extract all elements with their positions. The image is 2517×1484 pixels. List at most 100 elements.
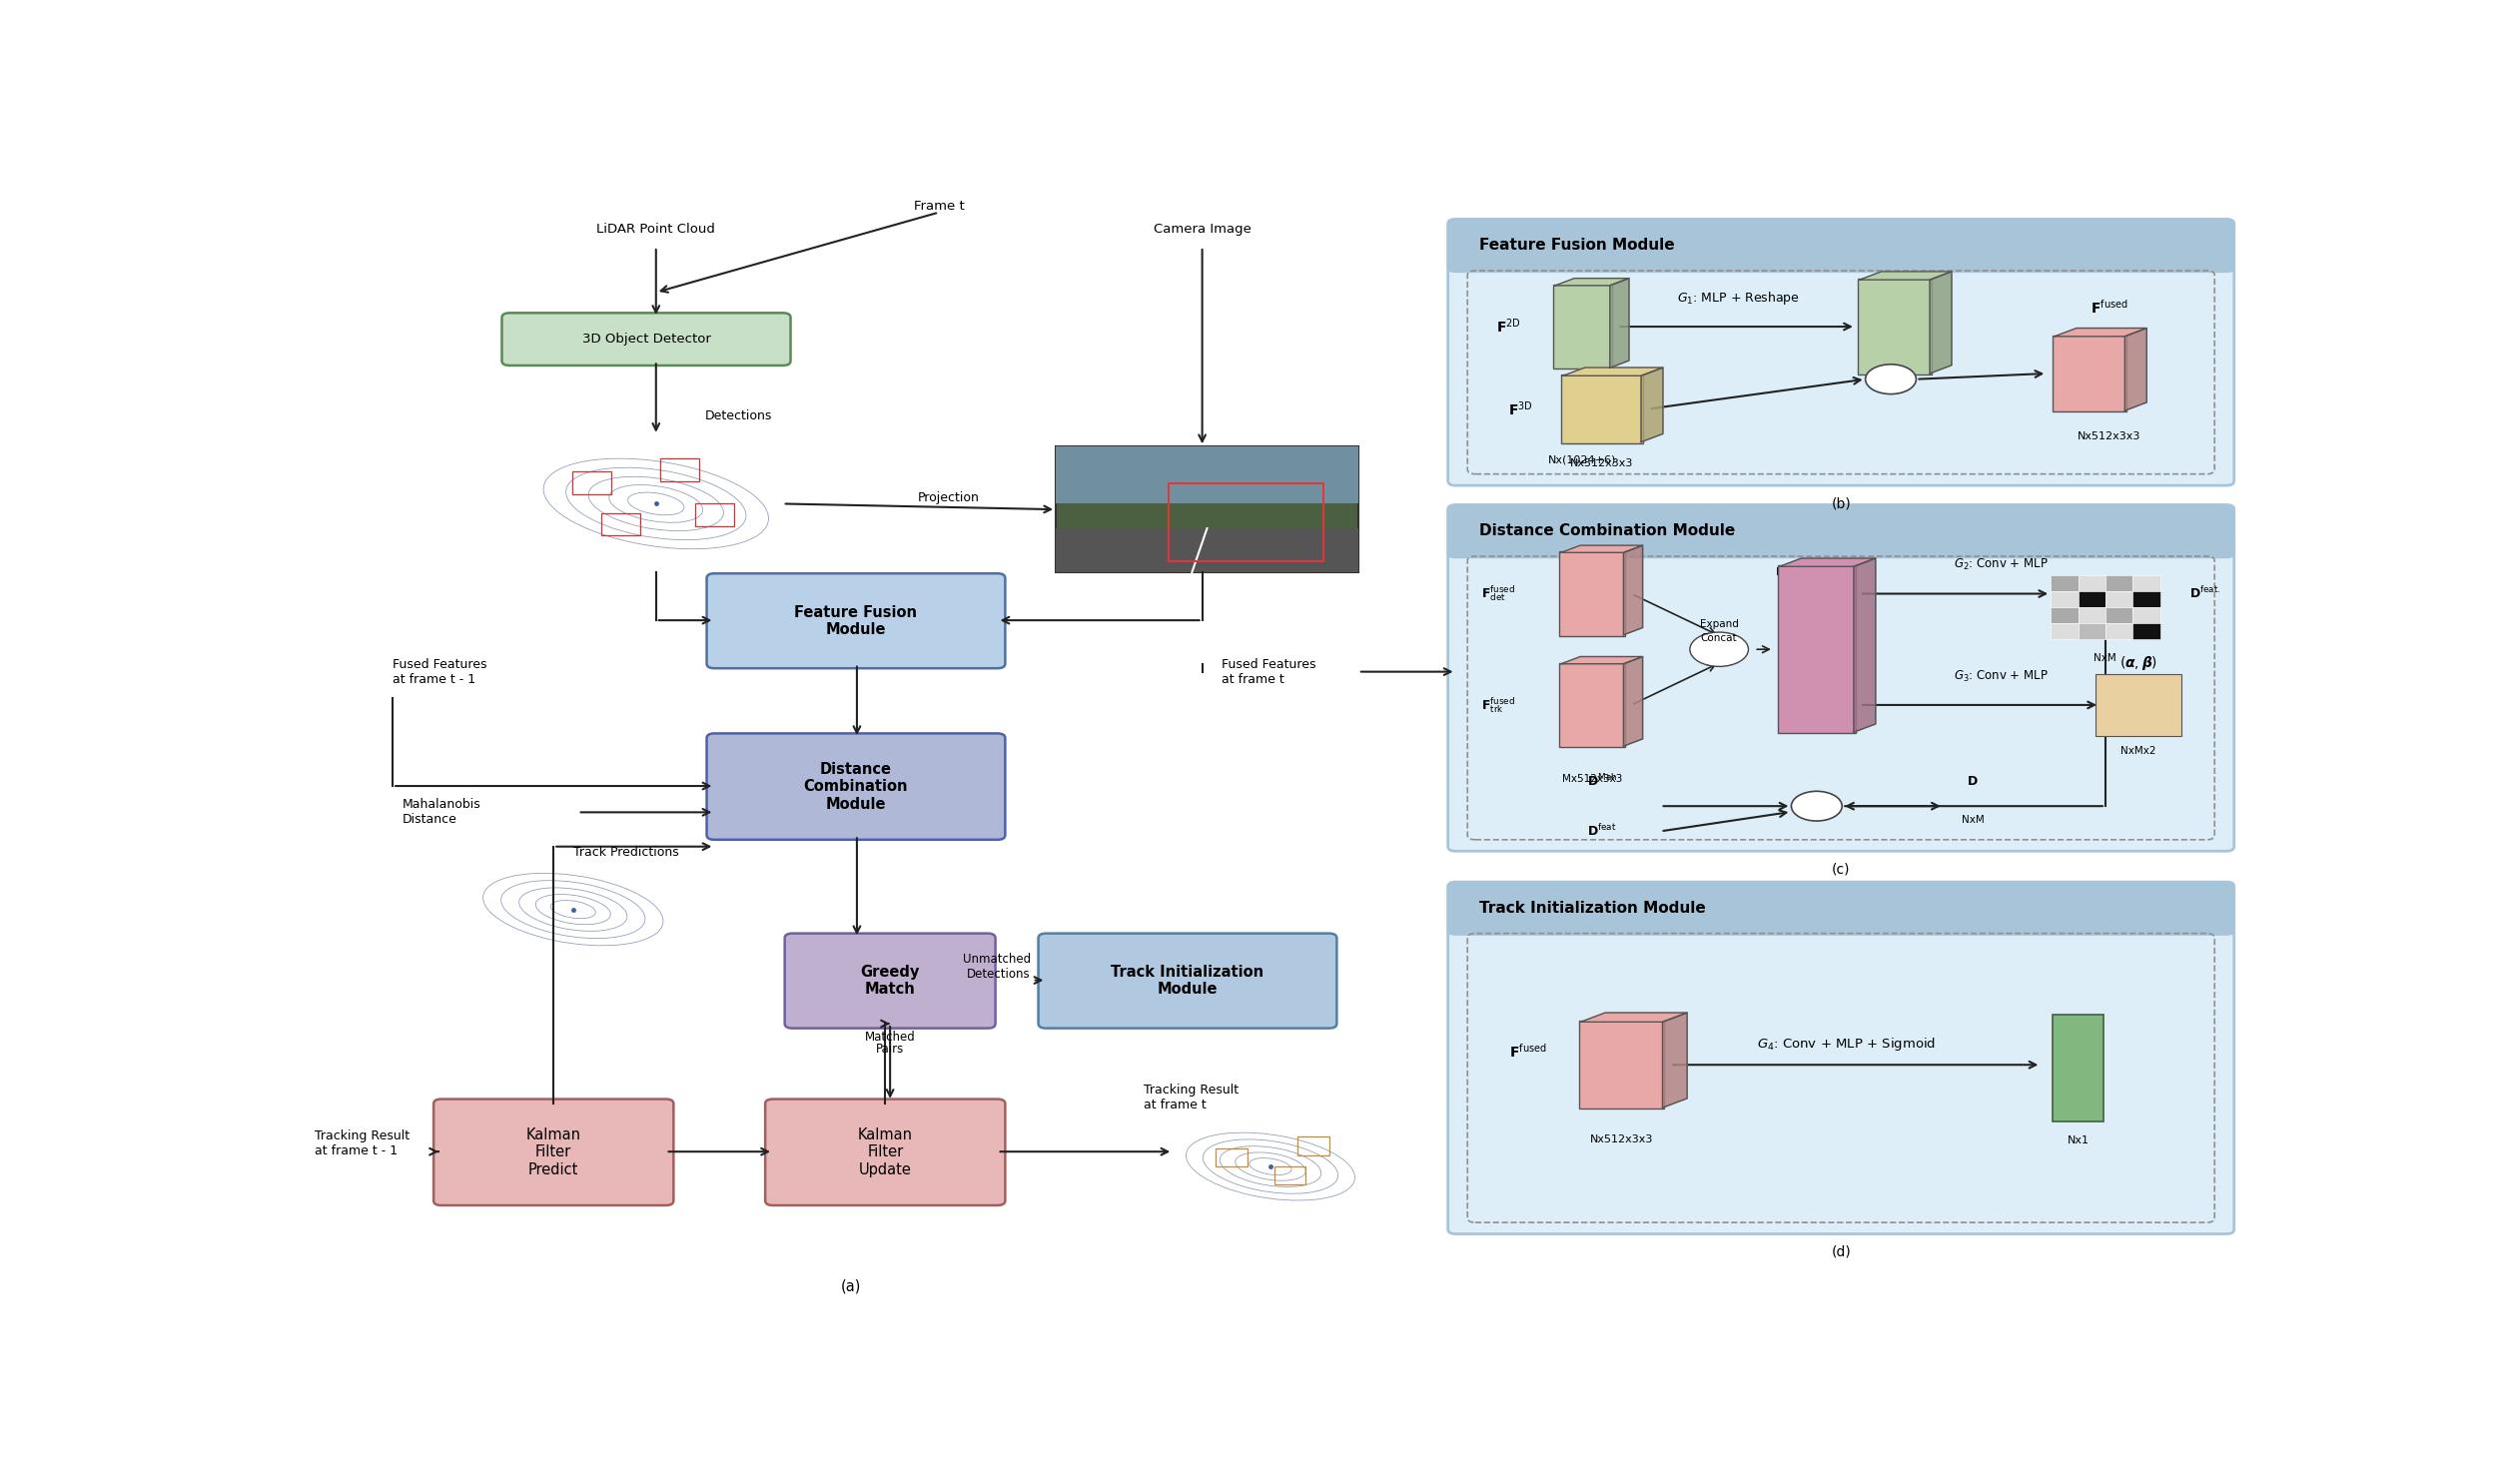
Text: $\mathbf{F}_{\mathrm{trk}}^{\mathrm{fused}}$: $\mathbf{F}_{\mathrm{trk}}^{\mathrm{fuse…	[1483, 695, 1515, 715]
Polygon shape	[1931, 272, 1951, 374]
Text: $\mathbf{D}$: $\mathbf{D}$	[1966, 775, 1978, 788]
Polygon shape	[1623, 546, 1644, 635]
Text: Tracking Result
at frame t: Tracking Result at frame t	[1143, 1083, 1238, 1112]
FancyBboxPatch shape	[433, 1100, 675, 1205]
Text: $\mathbf{F}^{\mathrm{fused}}$: $\mathbf{F}^{\mathrm{fused}}$	[1510, 1042, 1545, 1060]
Text: Kalman
Filter
Update: Kalman Filter Update	[858, 1128, 914, 1177]
Text: $\mathbf{F}^{\mathrm{2D}}$: $\mathbf{F}^{\mathrm{2D}}$	[1495, 318, 1520, 335]
FancyBboxPatch shape	[1553, 285, 1611, 370]
Text: $G_4$: Conv + MLP + Sigmoid: $G_4$: Conv + MLP + Sigmoid	[1757, 1036, 1936, 1052]
Bar	[2104, 592, 2132, 607]
Text: Pairs: Pairs	[876, 1042, 904, 1055]
Text: Feature Fusion Module: Feature Fusion Module	[1480, 237, 1674, 252]
Bar	[2132, 592, 2160, 607]
Bar	[2132, 576, 2160, 592]
FancyBboxPatch shape	[1558, 552, 1626, 637]
FancyBboxPatch shape	[501, 313, 790, 365]
FancyBboxPatch shape	[1447, 881, 2235, 935]
Text: Track Initialization Module: Track Initialization Module	[1480, 901, 1707, 916]
Text: Matched: Matched	[866, 1031, 916, 1043]
FancyBboxPatch shape	[1055, 447, 1359, 573]
Text: Nx512x3x3: Nx512x3x3	[1591, 1134, 1654, 1144]
FancyBboxPatch shape	[1447, 220, 2235, 272]
Polygon shape	[1556, 279, 1628, 285]
Bar	[2079, 607, 2104, 623]
Text: $\mathbf{F}_{\mathrm{det}}^{\mathrm{fused}}$: $\mathbf{F}_{\mathrm{det}}^{\mathrm{fuse…	[1483, 585, 1515, 604]
Ellipse shape	[1689, 632, 1749, 666]
Polygon shape	[1664, 1012, 1686, 1107]
Text: Projection: Projection	[919, 491, 979, 505]
Text: Nx512x3x3: Nx512x3x3	[2077, 432, 2142, 441]
Text: $G_3$: Conv + MLP: $G_3$: Conv + MLP	[1953, 669, 2049, 684]
Circle shape	[1792, 791, 1842, 821]
Bar	[2132, 607, 2160, 623]
FancyBboxPatch shape	[1055, 447, 1359, 503]
Text: Tracking Result
at frame t - 1: Tracking Result at frame t - 1	[315, 1129, 410, 1158]
Text: (a): (a)	[841, 1279, 861, 1294]
Text: LiDAR Point Cloud: LiDAR Point Cloud	[597, 223, 715, 236]
FancyBboxPatch shape	[1777, 565, 1855, 733]
Polygon shape	[1561, 656, 1644, 663]
Polygon shape	[1780, 558, 1875, 567]
Text: (d): (d)	[1832, 1245, 1850, 1260]
Polygon shape	[1563, 368, 1664, 375]
Text: NxMx1024x3x3: NxMx1024x3x3	[1777, 567, 1858, 577]
Text: +: +	[1810, 798, 1822, 813]
Bar	[2079, 592, 2104, 607]
Text: Nx512x3x3: Nx512x3x3	[1563, 567, 1621, 577]
Bar	[2051, 623, 2079, 640]
FancyBboxPatch shape	[1578, 1021, 1664, 1109]
FancyBboxPatch shape	[707, 573, 1004, 668]
Text: NxM: NxM	[2094, 653, 2117, 663]
Polygon shape	[1853, 558, 1875, 732]
Text: Expand: Expand	[1699, 619, 1739, 629]
FancyBboxPatch shape	[1561, 374, 1644, 444]
Text: $\mathbf{D}^{\mathrm{feat}}$: $\mathbf{D}^{\mathrm{feat}}$	[1588, 824, 1616, 838]
Text: $G_2$: Conv + MLP: $G_2$: Conv + MLP	[1953, 558, 2049, 573]
FancyBboxPatch shape	[1040, 933, 1337, 1028]
Bar	[2079, 576, 2104, 592]
Bar	[2051, 607, 2079, 623]
Polygon shape	[1055, 528, 1359, 573]
Text: NxMx2: NxMx2	[2122, 745, 2157, 755]
Text: $\mathbf{F}^{\mathrm{fused}}$: $\mathbf{F}^{\mathrm{fused}}$	[2092, 298, 2127, 316]
Bar	[2104, 607, 2132, 623]
Text: $\mathbf{D}^{\mathrm{Mah}}$: $\mathbf{D}^{\mathrm{Mah}}$	[1588, 773, 1616, 789]
Text: $G_1$: MLP + Reshape: $G_1$: MLP + Reshape	[1676, 289, 1800, 307]
Polygon shape	[1581, 1012, 1686, 1022]
FancyBboxPatch shape	[1447, 505, 2235, 558]
Polygon shape	[1611, 279, 1628, 368]
Text: Nx512x3x3: Nx512x3x3	[1571, 459, 1634, 469]
Text: Fused Features
at frame t - 1: Fused Features at frame t - 1	[393, 657, 488, 686]
FancyBboxPatch shape	[1858, 279, 1931, 374]
Bar	[2051, 576, 2079, 592]
Text: Frame t: Frame t	[914, 200, 964, 214]
Bar	[2079, 623, 2104, 640]
Text: Distance Combination Module: Distance Combination Module	[1480, 524, 1734, 539]
Polygon shape	[1641, 368, 1664, 442]
FancyBboxPatch shape	[1558, 663, 1626, 748]
Text: Nx(1024+6): Nx(1024+6)	[1548, 456, 1616, 466]
FancyBboxPatch shape	[707, 733, 1004, 840]
Text: NxM: NxM	[1961, 815, 1983, 825]
FancyBboxPatch shape	[2097, 674, 2182, 736]
Text: Mahalanobis
Distance: Mahalanobis Distance	[403, 798, 481, 827]
Text: $(\boldsymbol{\alpha},\boldsymbol{\beta})$: $(\boldsymbol{\alpha},\boldsymbol{\beta}…	[2119, 654, 2157, 672]
Text: Concat: Concat	[1701, 634, 1737, 643]
Text: Feature Fusion
Module: Feature Fusion Module	[795, 604, 916, 637]
Text: 3D Object Detector: 3D Object Detector	[581, 332, 710, 346]
Text: Nx1: Nx1	[2066, 1135, 2089, 1146]
Text: Detections: Detections	[705, 410, 773, 423]
Polygon shape	[1561, 546, 1644, 552]
Text: Fused Features
at frame t: Fused Features at frame t	[1221, 657, 1316, 686]
FancyBboxPatch shape	[2054, 1015, 2104, 1122]
Text: $\mathbf{D}^{\mathrm{feat.}}$: $\mathbf{D}^{\mathrm{feat.}}$	[2190, 586, 2220, 601]
FancyBboxPatch shape	[785, 933, 994, 1028]
FancyBboxPatch shape	[1447, 505, 2235, 852]
Text: Mx512x3x3: Mx512x3x3	[1563, 775, 1623, 784]
Bar	[2104, 576, 2132, 592]
Text: $\mathbf{F}^{\mathrm{3D}}$: $\mathbf{F}^{\mathrm{3D}}$	[1508, 399, 1533, 418]
FancyBboxPatch shape	[1447, 881, 2235, 1233]
Text: Greedy
Match: Greedy Match	[861, 965, 919, 997]
Polygon shape	[1623, 656, 1644, 746]
